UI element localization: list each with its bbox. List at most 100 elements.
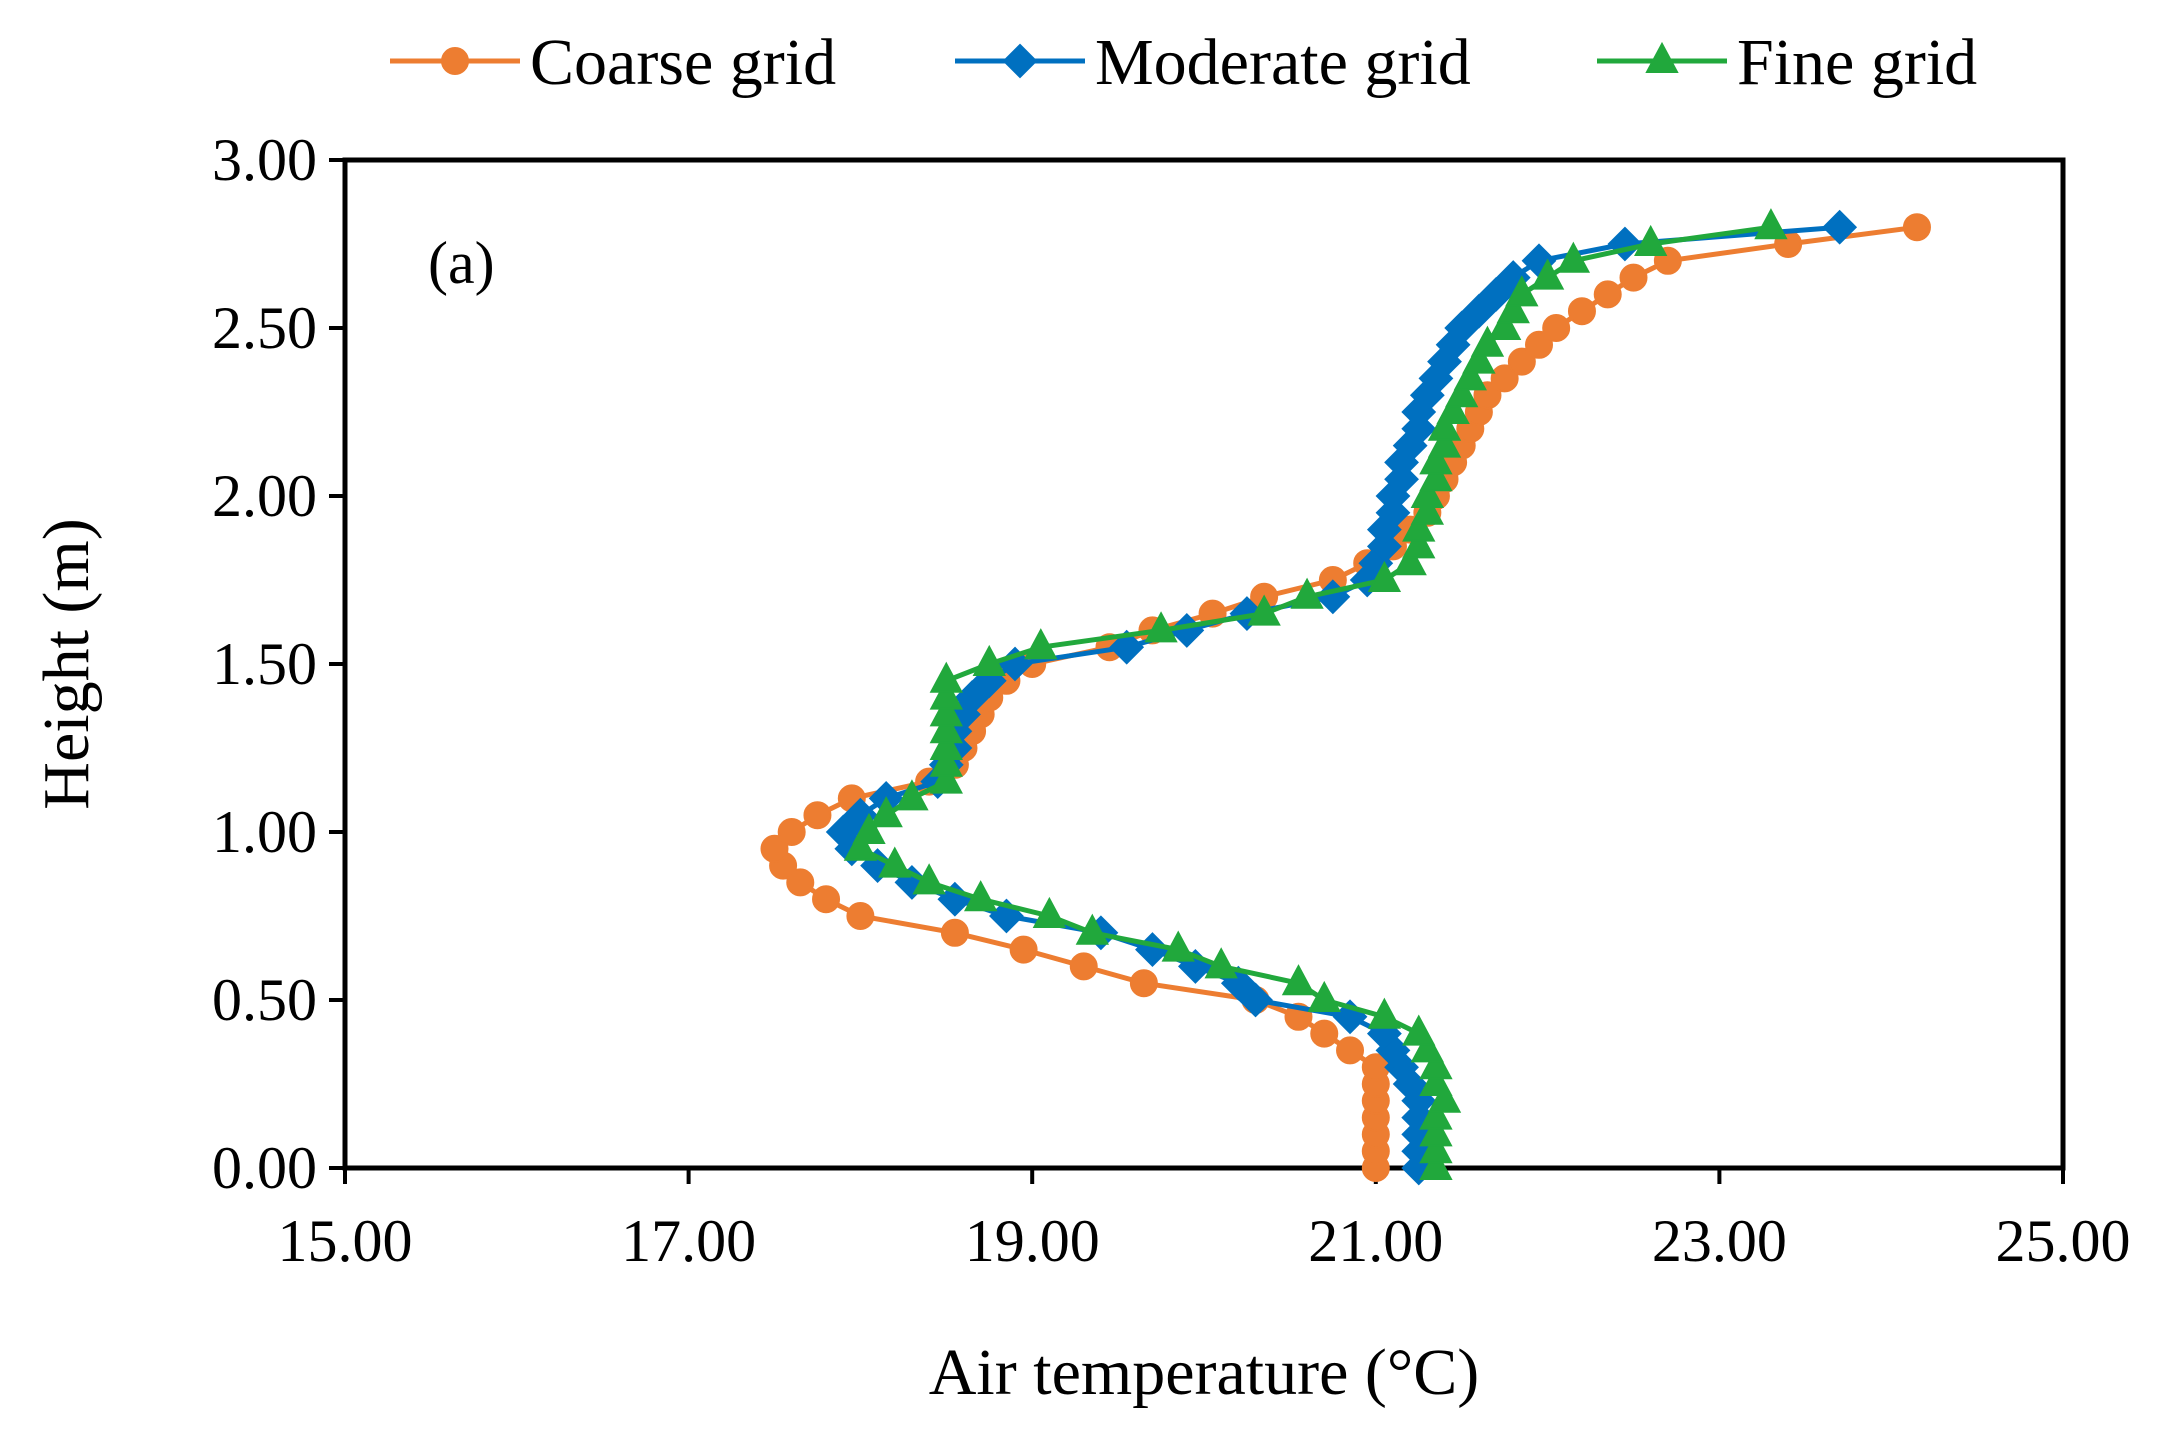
coarse-grid-point [1129,969,1158,998]
fine-grid-point [929,745,963,777]
coarse-grid-point [1490,364,1519,393]
legend-item-fine-grid: Fine grid [1597,26,1977,99]
fine-grid-point [1410,1031,1445,1063]
coarse-grid-point [777,818,806,846]
fine-grid-point [1075,913,1110,945]
fine-grid-point [1419,1115,1453,1147]
panel-label: (a) [428,230,495,296]
fine-grid-point [1556,241,1591,273]
coarse-grid-point [1619,263,1648,292]
fine-grid-point [1445,376,1479,408]
fine-grid-point [1419,1098,1453,1130]
fine-grid-point [1144,611,1178,643]
fine-grid-point [929,712,963,744]
fine-grid-point [929,762,963,794]
fine-grid-point [1281,964,1316,996]
series-layer [760,208,1931,1186]
fine-grid-point [1419,1132,1453,1164]
coarse-grid-point [846,902,875,930]
coarse-grid-point [1009,935,1038,964]
y-tick-label: 1.50 [212,631,317,697]
moderate-grid-point [1238,982,1273,1018]
legend-marker [441,47,469,75]
fine-grid-point [1453,359,1487,391]
fine-grid-point [1402,1014,1436,1046]
fine-grid-point [843,829,878,861]
coarse-grid-point [1336,1036,1365,1065]
moderate-grid-point [1478,276,1514,312]
moderate-grid-point [1461,293,1497,329]
fine-grid-point [1410,476,1445,508]
fine-grid-point [1427,426,1462,458]
fine-grid-point [1427,1081,1462,1113]
x-tick-label: 17.00 [621,1208,756,1274]
legend-marker [1002,43,1038,79]
fine-grid-point [1247,594,1281,626]
fine-grid-point [1410,493,1445,525]
coarse-grid-point [786,868,815,897]
legend-item-coarse-grid: Coarse grid [390,26,836,99]
fine-grid-point [1393,544,1427,576]
fine-grid-point [1419,443,1453,475]
legend-label: Moderate grid [1095,26,1471,99]
x-axis-title: Air temperature (°C) [929,1336,1480,1409]
coarse-grid-point [1069,952,1098,981]
legend-label: Coarse grid [530,26,836,99]
legend-marker [1645,41,1679,73]
fine-grid-point [1367,997,1402,1029]
fine-grid-point [1024,628,1058,660]
moderate-grid-point [825,814,861,850]
axis-ticks: 15.00 17.00 19.00 21.00 23.00 25.00 0.00 0.50 1.… [212,127,2131,1274]
y-tick-label: 0.00 [212,1135,317,1201]
coarse-grid-point [1593,280,1622,309]
fine-grid-point [1307,980,1341,1012]
fine-grid-point [929,728,963,760]
fine-grid-point [972,644,1006,676]
x-tick-label: 21.00 [1308,1208,1443,1274]
fine-grid-point [1290,577,1324,609]
fine-grid-point [1419,1048,1453,1080]
fine-grid-point [1367,560,1402,592]
series-moderate-grid [825,209,1858,1186]
fine-grid-point [1462,342,1496,374]
fine-grid-point [1634,224,1668,256]
fine-grid-point [1402,527,1436,559]
fine-grid-point [895,779,929,811]
fine-grid-point [1402,510,1436,542]
x-tick-label: 25.00 [1996,1208,2131,1274]
fine-grid-point [929,678,963,710]
coarse-grid-point [1507,347,1536,376]
legend-item-moderate-grid: Moderate grid [955,26,1471,99]
coarse-grid-point [1542,314,1571,342]
moderate-grid-point [1822,209,1858,245]
fine-grid-point [1204,947,1238,979]
fine-grid-point [1419,1148,1453,1180]
fine-grid-point [1419,1064,1453,1096]
fine-grid-point [1470,325,1505,357]
fine-grid-point [1530,258,1565,290]
coarse-grid-point [803,801,832,830]
fine-grid-point [929,661,963,693]
plot-area [342,157,2066,1171]
fine-grid-point [963,880,998,912]
fine-grid-point [1436,392,1470,424]
moderate-grid-point [1109,629,1145,665]
fine-grid-point [1487,308,1522,340]
coarse-grid-point [1902,213,1931,242]
series-fine-grid [843,208,1788,1180]
fine-grid-point [878,846,912,878]
coarse-grid-point [760,834,789,863]
legend-label: Fine grid [1737,26,1977,99]
fine-grid-point [1496,292,1530,324]
fine-grid-point [929,695,963,727]
y-tick-label: 1.00 [212,799,317,865]
x-tick-label: 23.00 [1652,1208,1787,1274]
moderate-grid-point [1444,310,1480,346]
coarse-grid-point [1525,330,1554,359]
fine-grid-point [1161,930,1195,962]
fine-grid-point [852,812,886,844]
fine-grid-point [1754,208,1788,240]
y-tick-label: 0.50 [212,967,317,1033]
fine-grid-point [869,796,903,828]
